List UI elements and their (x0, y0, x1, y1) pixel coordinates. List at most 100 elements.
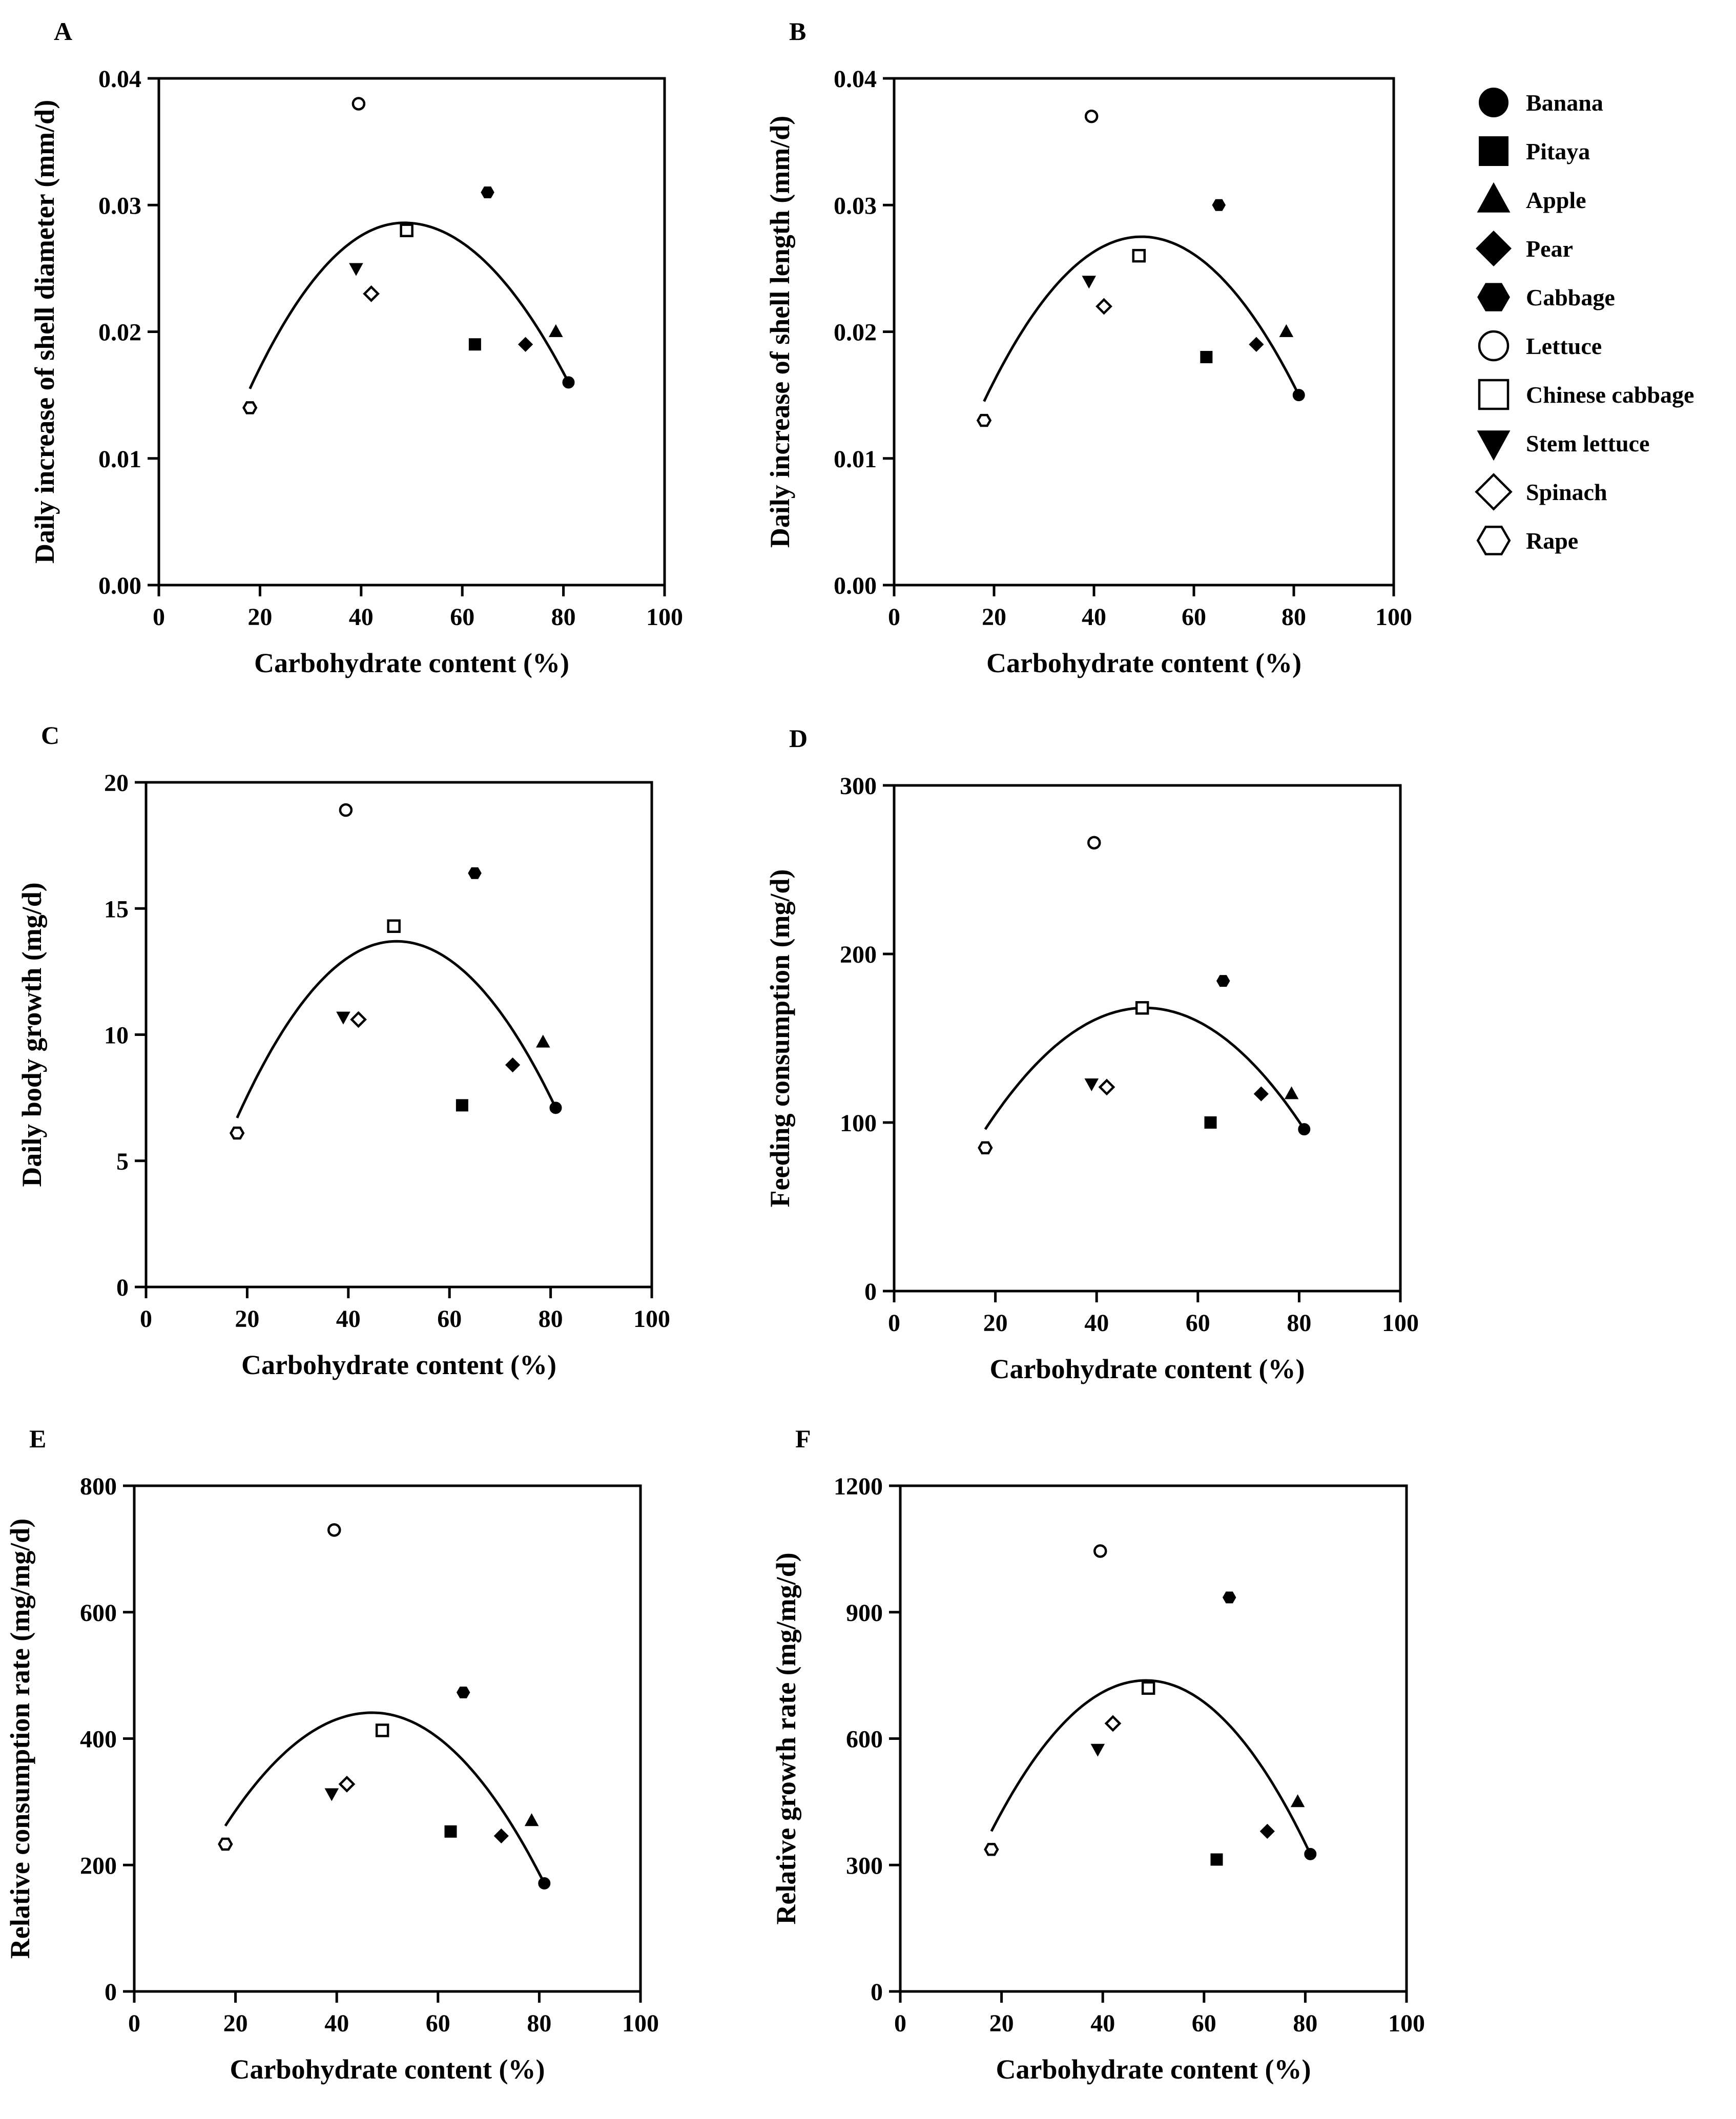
legend-label: Pitaya (1526, 138, 1590, 164)
legend-marker-banana (1479, 88, 1508, 117)
legend-marker-apple (1477, 182, 1511, 213)
y-tick-label: 20 (104, 770, 129, 797)
point-lettuce (339, 803, 353, 817)
legend-item-pear: Pear (1475, 230, 1573, 267)
point-pear (1253, 1086, 1269, 1102)
legend-item-lettuce: Lettuce (1478, 330, 1602, 362)
legend-item-chinese-cabbage: Chinese cabbage (1478, 379, 1694, 410)
point-chinese-cabbage (387, 919, 401, 933)
panel-a: A 0 20 40 60 80 100 0.00 0.01 0.02 0.03 0.04 Carbohy… (29, 17, 683, 678)
point-pear (1249, 337, 1264, 352)
point-apple (536, 1034, 550, 1048)
point-pitaya (1204, 1116, 1217, 1129)
x-tick-label: 0 (888, 604, 900, 631)
point-pitaya (444, 1825, 457, 1838)
x-tick-label: 80 (527, 2010, 551, 2037)
x-tick-label: 20 (235, 1305, 259, 1333)
y-tick-label: 0.03 (98, 192, 141, 219)
point-apple (1284, 1086, 1299, 1099)
x-tick-label: 0 (894, 2010, 906, 2037)
y-axis-title: Daily body growth (mg/d) (16, 882, 47, 1187)
legend-label: Spinach (1526, 479, 1607, 505)
legend-marker-stem-lettuce (1477, 430, 1511, 461)
point-apple (549, 324, 563, 337)
point-apple (524, 1813, 539, 1826)
x-tick-label: 0 (128, 2010, 140, 2037)
point-lettuce (352, 97, 366, 111)
plot-frame (893, 77, 1395, 587)
point-spinach (363, 285, 380, 302)
legend-marker-pitaya (1479, 136, 1508, 166)
legend-item-pitaya: Pitaya (1479, 136, 1590, 166)
panel-label: E (29, 1424, 46, 1453)
point-stem-lettuce (1090, 1743, 1105, 1757)
point-stem-lettuce (324, 1788, 339, 1801)
x-tick-label: 0 (153, 604, 165, 631)
x-tick-label: 100 (1375, 604, 1412, 631)
x-tick-label: 40 (1090, 2010, 1115, 2037)
point-rape (229, 1126, 245, 1140)
x-axis-title: Carbohydrate content (%) (996, 2054, 1311, 2085)
y-tick-label: 15 (104, 896, 129, 923)
fit-curve (224, 1711, 546, 1884)
y-tick-label: 200 (80, 1852, 117, 1879)
point-rape (218, 1837, 233, 1851)
x-tick-label: 40 (324, 2010, 349, 2037)
y-axis-title: Daily increase of shell length (mm/d) (764, 116, 795, 548)
point-pear (1259, 1823, 1275, 1839)
chart-panels: A0 20 40 60 80 1000.000.010.020.030.04Carbohy… (5, 17, 1425, 2085)
point-lettuce (1093, 1544, 1107, 1558)
y-tick-label: 0.01 (834, 446, 877, 473)
point-banana (562, 376, 575, 389)
x-tick-label: 80 (1282, 604, 1306, 631)
y-tick-label: 0 (871, 1979, 883, 2006)
y-tick-label: 0.01 (98, 446, 141, 473)
y-tick-label: 0.02 (834, 319, 877, 346)
point-cabbage (1212, 199, 1226, 211)
point-rape (978, 1141, 993, 1155)
y-tick-label: 300 (846, 1852, 883, 1879)
point-pear (493, 1828, 509, 1844)
legend-marker-pear (1475, 230, 1512, 267)
x-axis-title: Carbohydrate content (%) (241, 1349, 556, 1380)
legend-label: Banana (1526, 90, 1603, 116)
x-axis-title: Carbohydrate content (%) (254, 648, 569, 678)
y-tick-label: 0.00 (98, 572, 141, 599)
x-tick-label: 80 (551, 604, 576, 631)
panel-f: F 0 20 40 60 80 100 0 300 600 900 1200 Carbohydrate … (771, 1424, 1425, 2085)
point-chinese-cabbage (1132, 248, 1146, 263)
fit-curve (983, 235, 1300, 402)
legend-item-spinach: Spinach (1475, 473, 1607, 511)
point-spinach (1104, 1715, 1122, 1732)
x-tick-label: 100 (1382, 1310, 1419, 1337)
x-tick-label: 0 (888, 1310, 900, 1337)
legend-label: Stem lettuce (1526, 430, 1649, 456)
y-tick-label: 0 (116, 1274, 129, 1301)
x-tick-label: 100 (633, 1305, 670, 1333)
legend-label: Cabbage (1526, 284, 1615, 310)
x-tick-label: 40 (1082, 604, 1106, 631)
fit-curve (236, 940, 557, 1119)
x-tick-label: 20 (989, 2010, 1014, 2037)
legend-marker-chinese-cabbage (1478, 379, 1510, 410)
point-apple (1279, 324, 1294, 337)
point-banana (1304, 1847, 1317, 1860)
y-tick-label: 400 (80, 1726, 117, 1753)
y-axis-title: Feeding consumption (mg/d) (764, 869, 795, 1207)
legend-marker-rape (1476, 526, 1511, 555)
point-pitaya (1200, 350, 1213, 363)
legend-item-apple: Apple (1477, 182, 1586, 213)
x-tick-label: 20 (982, 604, 1006, 631)
panel-b: B 0 20 40 60 80 100 0.00 0.01 0.02 0.03 0.04 Carbohy… (764, 17, 1412, 678)
legend-marker-spinach (1475, 473, 1513, 511)
point-banana (538, 1877, 551, 1890)
point-pitaya (468, 338, 481, 351)
x-tick-label: 20 (983, 1310, 1008, 1337)
legend-marker-cabbage (1477, 283, 1510, 311)
point-cabbage (1216, 975, 1230, 987)
y-tick-label: 0.03 (834, 192, 877, 219)
point-banana (1292, 389, 1305, 402)
point-lettuce (1087, 836, 1101, 850)
x-axis-title: Carbohydrate content (%) (990, 1354, 1305, 1384)
